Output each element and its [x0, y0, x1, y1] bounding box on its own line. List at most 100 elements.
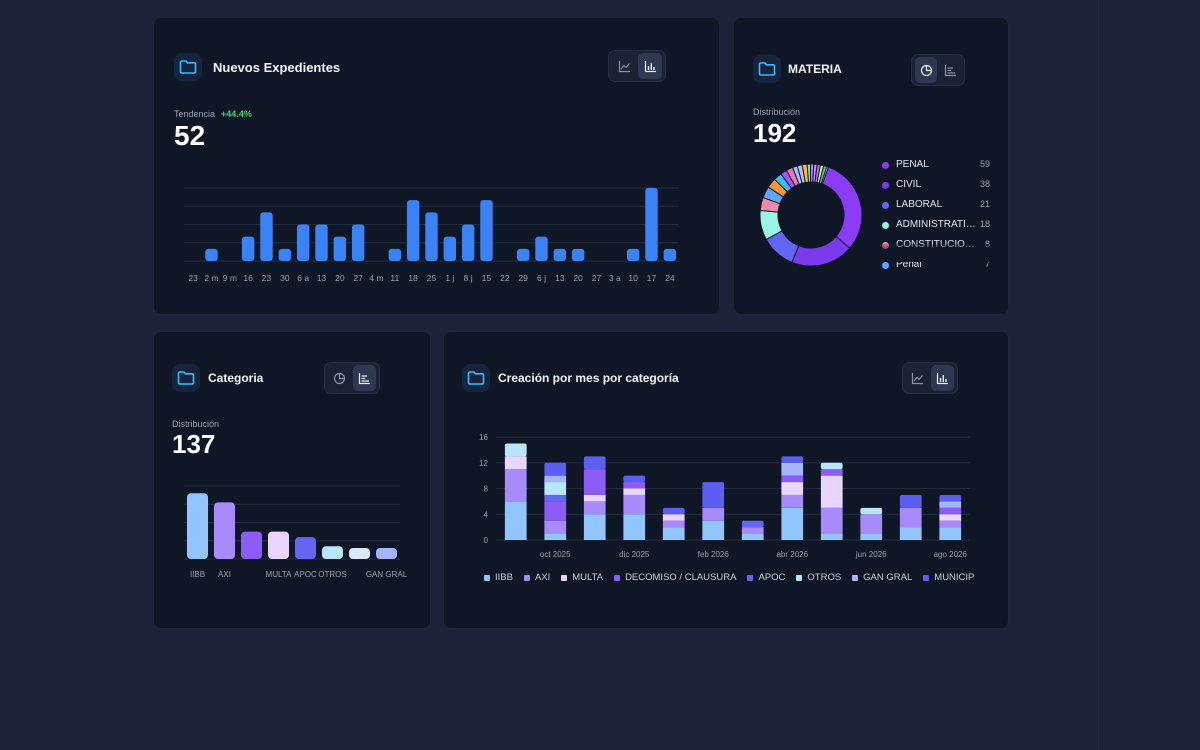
x-tick-label: 8 j [464, 273, 473, 283]
bar-chart-button[interactable] [939, 57, 961, 83]
stack-segment [662, 520, 685, 528]
stack-segment [939, 520, 962, 528]
legend-item[interactable]: OTROS [796, 572, 841, 583]
bar [626, 248, 640, 261]
stack-segment [820, 462, 843, 470]
pie-chart-icon [333, 372, 346, 384]
bar-chart-button[interactable] [353, 365, 376, 391]
legend-item[interactable]: IIBB [484, 572, 513, 583]
bar [443, 236, 457, 261]
legend-item[interactable]: CIVIL 38 [882, 179, 990, 193]
stack-segment [504, 456, 527, 470]
bar [240, 531, 263, 559]
x-tick-label: 6 a [297, 273, 309, 283]
bar [535, 236, 548, 261]
stack-segment [820, 475, 843, 508]
categoria-bar-chart: IIBB AXI MULTA APOC OTROS GAN GRAL [184, 485, 408, 579]
line-chart-icon [618, 60, 630, 72]
bar [663, 248, 677, 261]
bar-chart-button[interactable] [931, 365, 954, 391]
legend-swatch [796, 574, 803, 581]
legend-dot [882, 182, 889, 189]
x-tick-label: 27 [353, 273, 363, 283]
x-tick-label: 2 m [204, 273, 218, 283]
legend-item[interactable]: LABORAL 21 [882, 199, 990, 213]
x-tick-label: 24 [665, 273, 675, 283]
bar [294, 537, 317, 559]
bar-chart-icon [644, 60, 656, 72]
legend-item[interactable]: DECOMISO / CLAUSURA [614, 572, 736, 583]
stack-segment [583, 494, 606, 502]
line-chart-button[interactable] [906, 365, 929, 391]
stack-segment [899, 494, 922, 508]
x-tick-label: OTROS [318, 570, 346, 579]
stack-segment [662, 514, 685, 521]
folder-icon [753, 55, 781, 83]
stack-segment [860, 533, 883, 540]
legend-label: OTROS [807, 572, 842, 583]
folder-icon [462, 364, 490, 392]
y-tick-label: 4 [484, 510, 489, 519]
bar [461, 224, 475, 261]
stack-segment [623, 482, 646, 489]
x-tick-label: 23 [188, 273, 198, 283]
stack-segment [781, 475, 804, 483]
bar [480, 200, 493, 261]
pie-chart-icon [920, 64, 932, 76]
legend-item[interactable]: MUNICIP [923, 572, 974, 583]
bar-chart-button[interactable] [638, 53, 662, 79]
bar [278, 248, 292, 261]
pie-chart-button[interactable] [915, 57, 937, 83]
legend-item[interactable]: APOC [747, 572, 785, 583]
legend-swatch [484, 574, 490, 581]
pie-chart-button[interactable] [328, 365, 351, 391]
stack-segment [544, 462, 567, 476]
x-tick-label: 17 [647, 273, 657, 283]
stack-segment [583, 469, 606, 495]
legend-item[interactable]: PENAL 59 [882, 159, 990, 173]
x-tick-label: 23 [262, 273, 272, 283]
legend-item[interactable]: GAN GRAL [852, 572, 912, 583]
stack-segment [544, 475, 567, 483]
stack-segment [939, 494, 962, 502]
chart-type-toggle [911, 54, 965, 86]
stack-segment [820, 533, 843, 540]
legend-value: 59 [979, 159, 990, 169]
legend-value: 38 [979, 179, 990, 189]
bar [375, 548, 398, 559]
legend-label: MULTA [572, 572, 604, 583]
bar [333, 236, 347, 261]
legend-fade [880, 244, 994, 262]
stack-segment [820, 469, 843, 476]
stack-segment [544, 520, 567, 534]
total-count: 137 [172, 429, 216, 459]
creacion-legend: IIBB AXI MULTA DECOMISO / CLAUSURA APOC OTROS… [484, 572, 974, 583]
legend-item[interactable]: MULTA [561, 572, 603, 583]
legend-swatch [852, 574, 859, 581]
stack-segment [702, 520, 725, 540]
legend-item[interactable]: ADMINISTRATIVO 18 [882, 219, 990, 233]
legend-item[interactable]: Penal 7 [882, 259, 990, 273]
legend-label: APOC [758, 572, 786, 583]
legend-dot [882, 262, 889, 269]
bar [315, 224, 328, 261]
bar [645, 188, 658, 261]
line-chart-button[interactable] [612, 53, 636, 79]
legend-item[interactable]: AXI [523, 572, 550, 583]
donut-slice [791, 235, 851, 267]
stack-segment [583, 456, 606, 470]
stack-segment [504, 469, 527, 502]
stack-segment [544, 501, 567, 521]
stack-segment [781, 456, 804, 463]
x-tick-label: 10 [628, 273, 638, 283]
folder-icon [172, 364, 200, 392]
y-tick-label: 16 [479, 433, 488, 442]
stack-segment [781, 482, 804, 495]
bar-chart-icon [936, 372, 948, 384]
stack-segment [702, 482, 725, 508]
nuevos-expedientes-card: Nuevos Expedientes Tendencia +44.4% 52 23… [153, 17, 720, 315]
stack-segment [662, 507, 685, 515]
legend-label: IIBB [495, 572, 513, 583]
y-tick-label: 8 [484, 485, 489, 494]
materia-donut-chart [759, 163, 863, 267]
